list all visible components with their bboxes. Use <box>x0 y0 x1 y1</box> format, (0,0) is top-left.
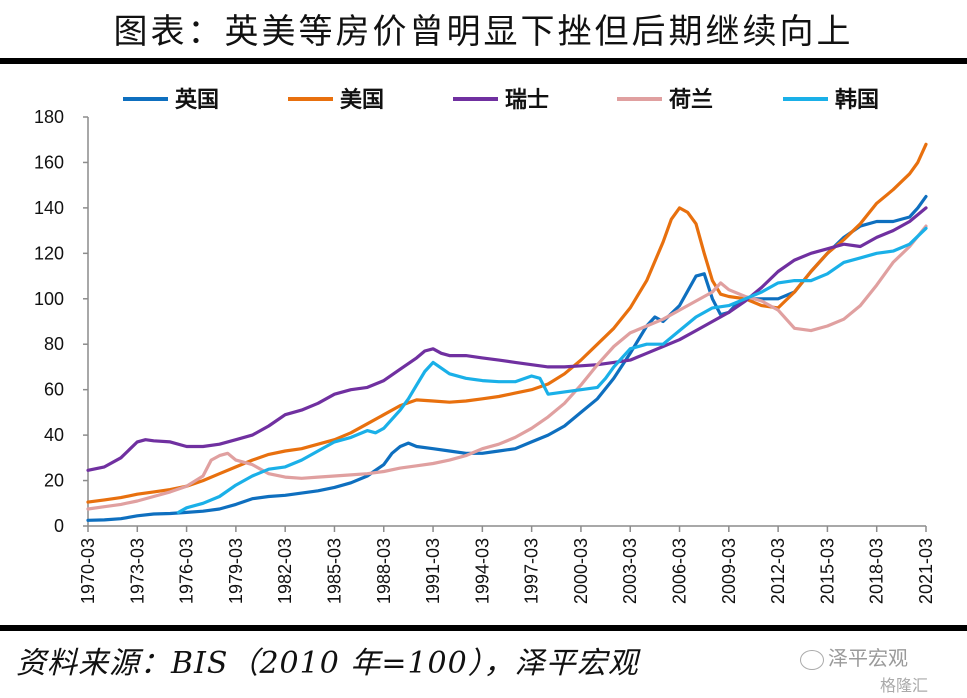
x-tick-label: 2009-03 <box>719 538 739 604</box>
x-tick-label: 1970-03 <box>78 538 98 604</box>
legend-label: 荷兰 <box>669 87 713 113</box>
legend-item: 荷兰 <box>617 87 713 113</box>
legend-item: 英国 <box>123 87 219 113</box>
y-tick-label: 80 <box>44 334 64 354</box>
x-tick-label: 1985-03 <box>324 538 344 604</box>
legend-item: 美国 <box>288 87 384 113</box>
y-tick-label: 120 <box>34 243 64 263</box>
watermark-primary: 泽平宏观 <box>800 642 908 671</box>
x-tick-label: 2015-03 <box>817 538 837 604</box>
x-tick-label: 2006-03 <box>670 538 690 604</box>
wechat-icon <box>800 649 824 670</box>
series-lines <box>86 142 928 522</box>
legend-label: 韩国 <box>835 87 879 113</box>
x-tick-label: 1994-03 <box>472 538 492 604</box>
x-tick-label: 2003-03 <box>620 538 640 604</box>
series-line-1 <box>86 142 928 504</box>
series-line-4 <box>176 226 928 515</box>
watermark-primary-text: 泽平宏观 <box>828 646 908 670</box>
x-tick-label: 1976-03 <box>177 538 197 604</box>
y-tick-label: 100 <box>34 289 64 309</box>
y-tick-label: 180 <box>34 107 64 127</box>
top-rule <box>0 58 967 64</box>
x-tick-label: 1988-03 <box>374 538 394 604</box>
x-tick-label: 1982-03 <box>275 538 295 604</box>
x-tick-label: 2021-03 <box>916 538 936 604</box>
x-tick-label: 2018-03 <box>867 538 887 604</box>
legend-item: 韩国 <box>783 87 879 113</box>
y-tick-label: 60 <box>44 380 64 400</box>
x-tick-label: 1979-03 <box>226 538 246 604</box>
x-tick-label: 2000-03 <box>571 538 591 604</box>
legend-label: 瑞士 <box>505 87 549 113</box>
x-tick-label: 1997-03 <box>522 538 542 604</box>
legend: 英国 美国 瑞士 荷兰 韩国 <box>123 87 879 113</box>
source-note: 资料来源：BIS（2010 年=100），泽平宏观 <box>16 646 639 681</box>
x-tick-label: 1991-03 <box>423 538 443 604</box>
legend-item: 瑞士 <box>453 87 549 113</box>
y-tick-label: 0 <box>54 516 64 536</box>
series-line-3 <box>86 224 928 511</box>
axes: 0 20 40 60 80 100 120 140 160 180 1970-03 1973-03 19… <box>34 107 936 604</box>
x-tick-label: 2012-03 <box>768 538 788 604</box>
legend-label: 英国 <box>175 87 219 113</box>
x-tick-label: 1973-03 <box>127 538 147 604</box>
y-tick-label: 140 <box>34 198 64 218</box>
watermark-secondary: 格隆汇 <box>880 676 929 695</box>
y-tick-label: 40 <box>44 425 64 445</box>
series-line-2 <box>86 206 928 472</box>
y-tick-label: 20 <box>44 471 64 491</box>
y-tick-label: 160 <box>34 152 64 172</box>
line-chart: 0 20 40 60 80 100 120 140 160 180 1970-03 1973-03 19… <box>34 87 936 604</box>
series-line-0 <box>86 194 928 522</box>
chart-title: 图表：英美等房价曾明显下挫但后期继续向上 <box>113 12 854 52</box>
legend-label: 美国 <box>340 87 384 113</box>
bottom-rule <box>0 625 967 631</box>
